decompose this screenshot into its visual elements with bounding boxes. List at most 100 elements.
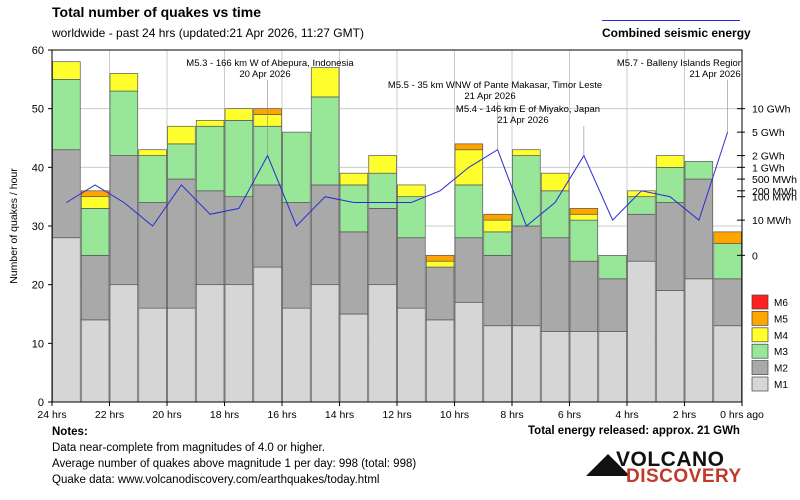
bar-m4[interactable] [138, 149, 167, 156]
bar-m3[interactable] [195, 125, 225, 192]
bar-m3[interactable] [282, 131, 311, 203]
bar-m2[interactable] [540, 237, 570, 332]
bar-m4[interactable] [397, 184, 426, 198]
bar-m3[interactable] [483, 231, 512, 256]
x-tick-label: 10 hrs [440, 409, 469, 421]
bar-m3[interactable] [569, 219, 599, 262]
bar-m1[interactable] [52, 237, 81, 403]
bar-m3[interactable] [684, 161, 714, 180]
bar-m1[interactable] [655, 290, 685, 403]
bar-m4[interactable] [80, 196, 110, 209]
bar-m3[interactable] [627, 196, 656, 215]
bar-m2[interactable] [310, 184, 340, 286]
bar-m2[interactable] [684, 178, 714, 280]
bar-m2[interactable] [339, 231, 369, 315]
bar-m3[interactable] [368, 172, 397, 209]
bar-m5[interactable] [425, 254, 455, 262]
bar-m4[interactable] [368, 155, 397, 174]
bar-m3[interactable] [167, 143, 196, 180]
bar-m3[interactable] [713, 243, 742, 280]
bar-m1[interactable] [167, 307, 196, 403]
bar-m5[interactable] [713, 231, 742, 244]
bar-m3[interactable] [52, 78, 81, 151]
bar-m2[interactable] [655, 202, 685, 291]
bar-m2[interactable] [627, 213, 656, 262]
bar-m2[interactable] [80, 254, 110, 321]
bar-m1[interactable] [454, 301, 484, 403]
bar-m2[interactable] [138, 202, 167, 309]
bar-m3[interactable] [540, 190, 570, 239]
bar-m1[interactable] [310, 284, 340, 403]
bar-m5[interactable] [569, 208, 599, 215]
volcano-discovery-logo[interactable]: VOLCANO DISCOVERY [586, 448, 741, 488]
bar-m1[interactable] [339, 313, 369, 403]
bar-m1[interactable] [282, 307, 311, 403]
bar-m2[interactable] [282, 202, 311, 309]
bar-m2[interactable] [109, 155, 139, 286]
bar-m2[interactable] [224, 196, 254, 286]
bar-m4[interactable] [109, 73, 139, 92]
bar-m2[interactable] [483, 254, 512, 327]
bar-m1[interactable] [512, 325, 541, 403]
bar-m4[interactable] [569, 213, 599, 221]
bar-m2[interactable] [253, 184, 282, 268]
bar-m1[interactable] [684, 278, 714, 403]
bar-m3[interactable] [80, 208, 110, 256]
bar-m1[interactable] [109, 284, 139, 403]
bar-m5[interactable] [80, 190, 110, 198]
bar-m5[interactable] [454, 143, 484, 151]
bar-m3[interactable] [138, 155, 167, 203]
bar-m4[interactable] [540, 172, 570, 192]
bar-m3[interactable] [454, 184, 484, 239]
bar-m1[interactable] [195, 284, 225, 403]
bar-m3[interactable] [310, 96, 340, 186]
bar-m3[interactable] [512, 155, 541, 227]
bar-m2[interactable] [598, 278, 627, 332]
bar-m4[interactable] [425, 260, 455, 268]
bar-m3[interactable] [598, 254, 627, 280]
bar-m4[interactable] [52, 61, 81, 80]
legend-label-m2: M2 [774, 364, 788, 375]
bar-m2[interactable] [569, 260, 599, 332]
bar-m5[interactable] [483, 213, 512, 221]
bar-m3[interactable] [224, 120, 254, 198]
bar-m3[interactable] [109, 90, 139, 156]
bar-m2[interactable] [368, 208, 397, 286]
bar-m4[interactable] [627, 190, 656, 198]
bar-stacks [52, 61, 742, 403]
bar-m2[interactable] [425, 266, 455, 321]
bar-m1[interactable] [483, 325, 512, 403]
chart-subtitle: worldwide - past 24 hrs (updated:21 Apr … [52, 26, 364, 40]
bar-m2[interactable] [713, 278, 742, 327]
bar-m1[interactable] [569, 331, 599, 403]
bar-m1[interactable] [138, 307, 167, 403]
bar-m4[interactable] [339, 172, 369, 186]
bar-m4[interactable] [224, 108, 254, 121]
legend-swatch-m2 [751, 360, 769, 375]
bar-m1[interactable] [368, 284, 397, 403]
legend-label-m6: M6 [774, 298, 788, 309]
bar-m1[interactable] [713, 325, 742, 403]
bar-m3[interactable] [339, 184, 369, 233]
bar-m1[interactable] [224, 284, 254, 403]
bar-m2[interactable] [454, 237, 484, 303]
bar-m2[interactable] [52, 149, 81, 239]
bar-m4[interactable] [167, 125, 196, 145]
bar-m4[interactable] [310, 67, 340, 98]
bar-m1[interactable] [598, 331, 627, 403]
notes: Notes: Data near-complete from magnitude… [52, 424, 416, 488]
bar-m1[interactable] [627, 260, 656, 403]
bar-m2[interactable] [512, 225, 541, 327]
bar-m1[interactable] [80, 319, 110, 403]
bar-m4[interactable] [512, 149, 541, 156]
bar-m1[interactable] [540, 331, 570, 403]
bar-m1[interactable] [253, 266, 282, 403]
bar-m1[interactable] [397, 307, 426, 403]
bar-m4[interactable] [483, 219, 512, 233]
note-source[interactable]: Quake data: www.volcanodiscovery.com/ear… [52, 474, 380, 486]
bar-m4[interactable] [195, 120, 225, 127]
bar-m4[interactable] [655, 155, 685, 168]
bar-m1[interactable] [425, 319, 455, 403]
bar-m2[interactable] [397, 237, 426, 309]
